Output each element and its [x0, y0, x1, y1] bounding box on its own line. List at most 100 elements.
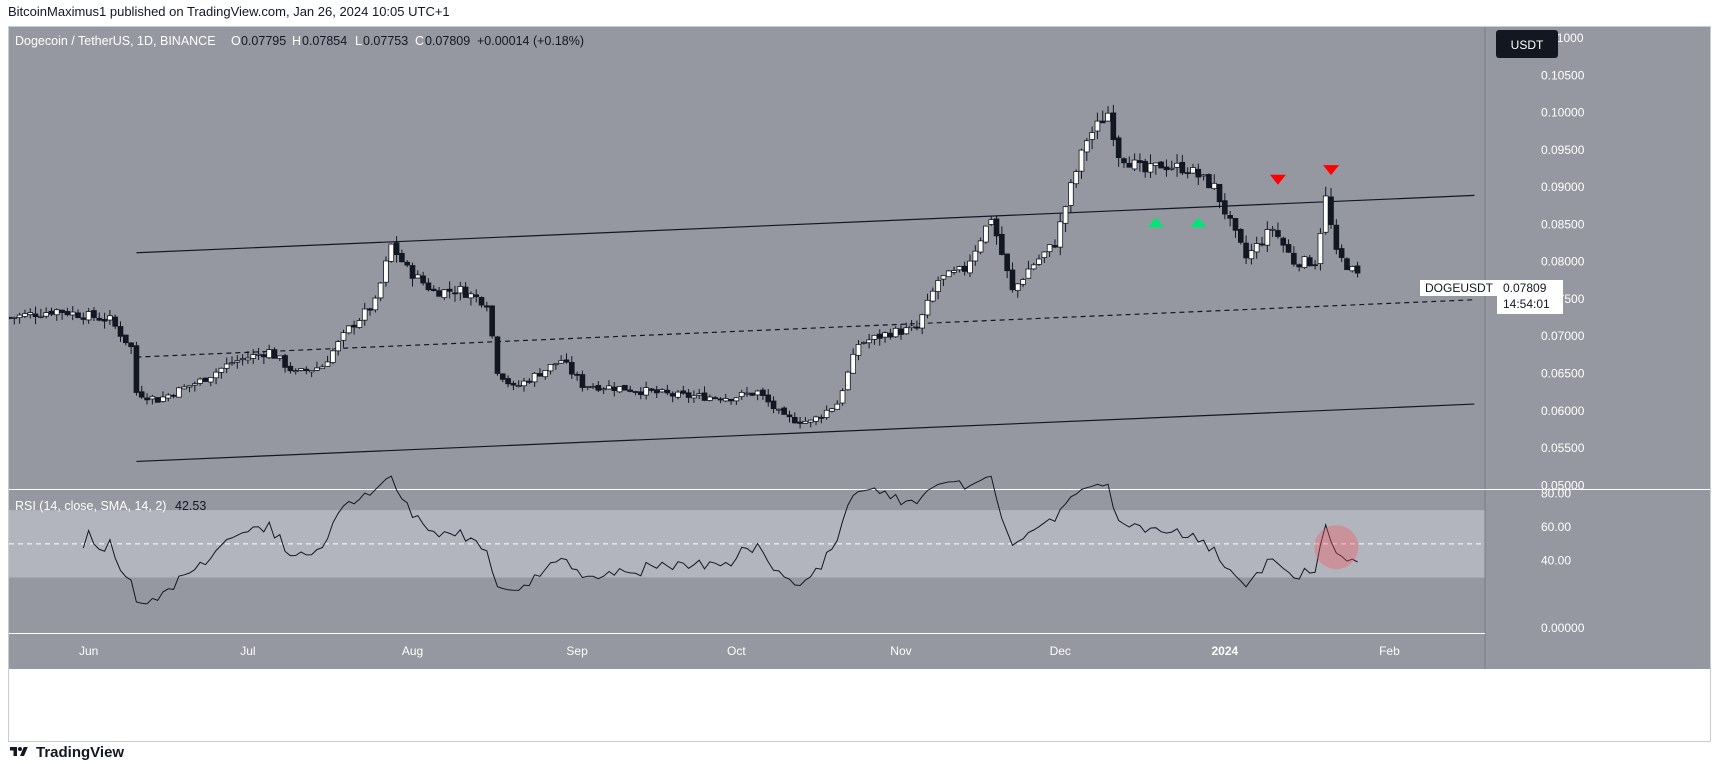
candle-body [314, 367, 320, 371]
candle-body [59, 309, 65, 313]
candle-body [568, 362, 575, 375]
candle-body [600, 388, 607, 391]
candle-body [983, 225, 989, 243]
candle-body [1184, 172, 1191, 175]
chart-svg[interactable]: 0.110000.105000.100000.095000.090000.085… [6, 27, 1710, 741]
candle-body [1099, 120, 1106, 124]
candle-body [722, 398, 729, 402]
candle-body [791, 416, 798, 424]
candle-body [436, 290, 442, 297]
candle-body [404, 261, 411, 266]
candle-body [128, 342, 134, 348]
candle-body [192, 383, 198, 386]
candle-body [940, 275, 947, 280]
candle-body [999, 233, 1005, 255]
candle-body [1078, 149, 1085, 172]
candle-body [96, 317, 103, 321]
ticker-tag [1420, 280, 1497, 296]
candle-body [1030, 264, 1037, 270]
candle-body [977, 240, 984, 253]
candle-body [1206, 174, 1212, 189]
candle-body [855, 344, 862, 356]
candle-body [11, 316, 18, 319]
candle-body [170, 394, 177, 397]
candle-body [531, 372, 538, 383]
candle-body [415, 274, 421, 279]
price-panel[interactable] [9, 27, 1485, 489]
candle-body [399, 253, 405, 263]
candle-body [616, 386, 623, 393]
candle-body [850, 353, 856, 374]
ohlc-open-label: O [231, 34, 241, 48]
chart-frame: 0.11000 0.10500 0.10000 0.09500 0.09000 0.085… [6, 26, 1711, 742]
candle-body [1158, 161, 1164, 169]
candle-body [1036, 258, 1042, 265]
candle-body [797, 421, 803, 424]
candle-body [558, 360, 564, 364]
candle-body [1020, 279, 1026, 285]
candle-body [292, 370, 299, 373]
candle-body [462, 286, 469, 298]
candle-body [154, 397, 161, 403]
candle-body [1115, 137, 1122, 159]
candle-body [351, 324, 357, 328]
candle-body [1269, 228, 1276, 231]
candle-body [372, 297, 379, 311]
candle-body [627, 389, 633, 392]
candle-body [27, 312, 34, 315]
price-tick-label: 0.05500 [1541, 441, 1585, 455]
candle-body [1121, 158, 1127, 164]
candle-body [1190, 167, 1196, 174]
candle-body [1216, 183, 1223, 203]
candle-body [356, 320, 363, 328]
candle-body [250, 354, 257, 359]
time-axis[interactable] [9, 633, 1485, 669]
rsi-tick-label: 40.00 [1541, 554, 1571, 568]
candle-body [505, 378, 511, 385]
candle-body [165, 394, 172, 399]
candle-body [1014, 283, 1021, 291]
candle-body [807, 419, 814, 423]
candle-body [972, 250, 979, 262]
channel-lines [136, 194, 1475, 463]
candle-body [202, 377, 209, 382]
candle-body [829, 408, 835, 412]
candle-body [282, 355, 288, 368]
price-tick-label: 0.09500 [1541, 143, 1585, 157]
candle-body [393, 242, 400, 256]
ohlc-open: 0.07795 [241, 34, 286, 48]
rsi-series [9, 475, 1485, 605]
candle-body [345, 325, 352, 334]
currency-button[interactable] [1496, 30, 1558, 58]
candle-body [197, 378, 203, 384]
candle-body [1105, 112, 1111, 122]
price-axis[interactable] [1485, 27, 1710, 669]
candle-body [908, 325, 915, 329]
candle-body [303, 368, 310, 372]
candle-body [638, 391, 644, 395]
candle-body [1195, 168, 1202, 178]
candle-body [149, 395, 156, 400]
candle-body [823, 409, 830, 418]
candle-body [653, 389, 660, 394]
candle-body [1126, 163, 1133, 168]
candle-body [776, 408, 782, 411]
ticker-tag-label: DOGEUSDT [1425, 281, 1494, 295]
candle-body [1322, 195, 1329, 233]
candle-body [308, 370, 315, 373]
candle-body [1275, 230, 1281, 237]
ohlc-low: 0.07753 [363, 34, 408, 48]
time-tick-label: Jul [240, 644, 255, 658]
time-ticks: Jun Jul Aug Sep Oct Nov Dec 2024 Feb [79, 644, 1400, 658]
candle-body [85, 311, 92, 321]
price-tick-label: 0.08500 [1541, 217, 1585, 231]
candle-body [728, 398, 734, 402]
candle-body [1349, 266, 1356, 272]
candle-body [298, 368, 304, 371]
candle-body [1004, 253, 1010, 272]
candle-body [887, 332, 894, 338]
rsi-highlight-circle [1314, 525, 1359, 570]
candle-body [107, 315, 113, 321]
price-tick-label: 0.08000 [1541, 255, 1585, 269]
candle-body [186, 385, 193, 388]
